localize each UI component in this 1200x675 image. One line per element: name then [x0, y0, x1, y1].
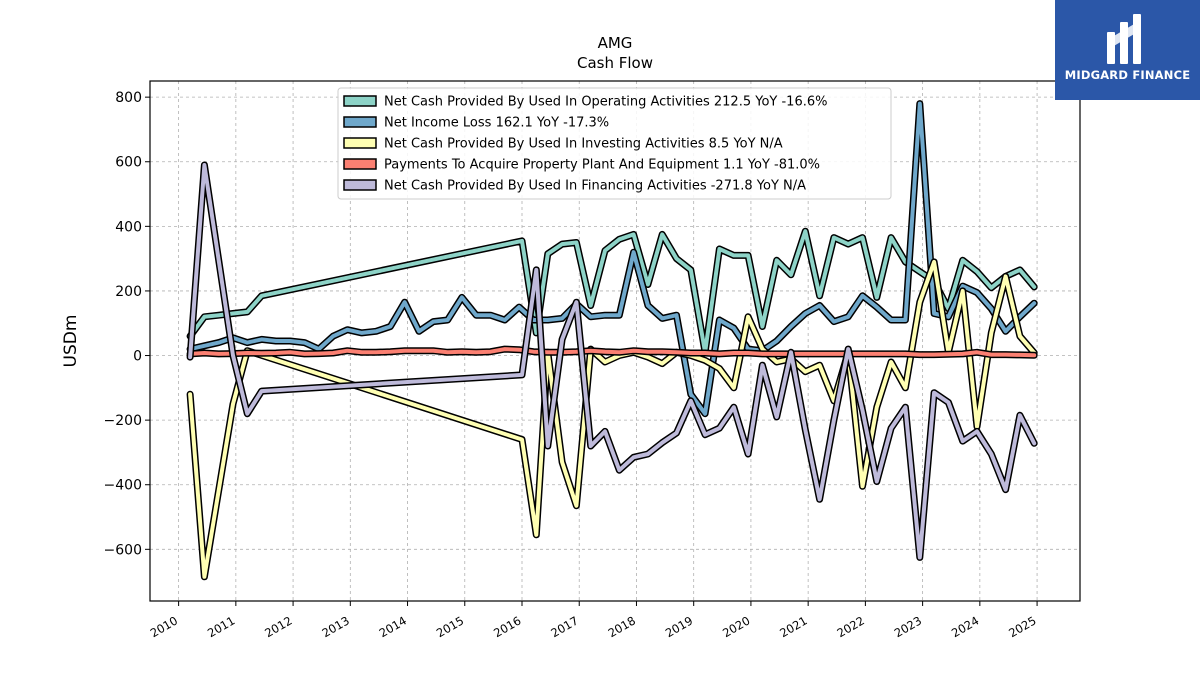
- x-tick-label: 2022: [835, 613, 867, 640]
- y-tick-label: −600: [104, 542, 142, 558]
- chart-subtitle: Cash Flow: [577, 54, 653, 72]
- series-line: [188, 163, 1037, 560]
- legend-label: Net Cash Provided By Used In Investing A…: [384, 137, 783, 152]
- x-tick-label: 2010: [148, 613, 180, 640]
- legend-swatch: [343, 179, 377, 191]
- series-line: [188, 347, 1037, 358]
- series-5: [186, 161, 1038, 561]
- y-axis: 800 600 400 200 0 −200 −400 −600: [104, 90, 150, 558]
- series-4: [186, 345, 1038, 359]
- y-tick-label: −400: [104, 478, 142, 494]
- x-tick-label: 2017: [548, 613, 580, 640]
- legend-label: Net Income Loss 162.1 YoY -17.3%: [384, 116, 609, 131]
- legend-item: Net Cash Provided By Used In Financing A…: [343, 179, 806, 194]
- y-tick-label: 800: [115, 90, 142, 106]
- y-tick-label: −200: [104, 413, 142, 429]
- x-tick-label: 2012: [262, 613, 294, 640]
- x-tick-label: 2014: [377, 613, 409, 640]
- plot-frame: [149, 80, 1081, 602]
- legend-swatch: [343, 158, 377, 170]
- legend: Net Cash Provided By Used In Operating A…: [337, 87, 892, 200]
- x-tick-label: 2015: [434, 613, 466, 640]
- series-line: [188, 101, 1037, 416]
- series-3: [186, 258, 1038, 581]
- legend-item: Net Income Loss 162.1 YoY -17.3%: [343, 116, 609, 131]
- legend-swatch: [343, 116, 377, 128]
- y-tick-label: 400: [115, 219, 142, 235]
- legend-frame: [337, 87, 892, 200]
- x-tick-label: 2011: [205, 613, 237, 640]
- series-2: [186, 100, 1038, 418]
- legend-swatch: [343, 95, 377, 107]
- x-tick-label: 2023: [892, 613, 924, 640]
- legend-label: Net Cash Provided By Used In Operating A…: [384, 95, 827, 110]
- logo-mark-icon: [1107, 14, 1141, 64]
- x-tick-label: 2021: [777, 613, 809, 640]
- series-lines: [186, 100, 1038, 581]
- legend-label: Net Cash Provided By Used In Financing A…: [384, 179, 806, 194]
- x-tick-label: 2016: [491, 613, 523, 640]
- x-tick-label: 2018: [606, 613, 638, 640]
- legend-item: Payments To Acquire Property Plant And E…: [343, 158, 820, 173]
- y-axis-label: USDm: [61, 315, 81, 368]
- y-tick-label: 600: [115, 155, 142, 171]
- x-tick-label: 2019: [663, 613, 695, 640]
- series-line: [188, 259, 1037, 579]
- x-tick-label: 2024: [949, 613, 981, 640]
- y-tick-label: 0: [133, 349, 142, 365]
- x-tick-label: 2020: [720, 613, 752, 640]
- chart-title: AMG: [598, 34, 633, 52]
- legend-label: Payments To Acquire Property Plant And E…: [384, 158, 820, 173]
- x-tick-label: 2013: [319, 613, 351, 640]
- legend-item: Net Cash Provided By Used In Investing A…: [343, 137, 783, 152]
- brand-name: MIDGARD FINANCE: [1064, 68, 1191, 82]
- x-tick-label: 2025: [1006, 613, 1038, 640]
- x-axis: 2010 2011 2012 2013 2014 2015 2016 2017 2018 2019…: [148, 601, 1039, 640]
- y-tick-label: 200: [115, 284, 142, 300]
- legend-item: Net Cash Provided By Used In Operating A…: [343, 95, 827, 110]
- legend-swatch: [343, 137, 377, 149]
- brand-logo: MIDGARD FINANCE: [1055, 0, 1200, 100]
